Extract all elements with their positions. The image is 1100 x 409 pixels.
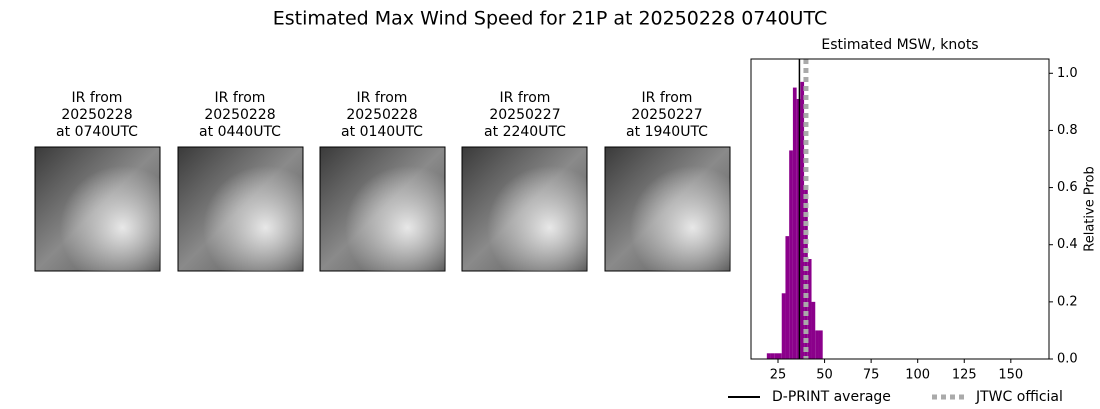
bar (774, 353, 779, 359)
panel-title: at 0140UTC (341, 124, 423, 140)
panel-title: 20250228 (204, 107, 275, 123)
panel-title: 20250228 (346, 107, 417, 123)
bar (796, 99, 801, 359)
y-tick-label: 0.8 (1057, 123, 1078, 138)
legend-label: JTWC official (975, 389, 1063, 405)
chart-title: Estimated MSW, knots (821, 37, 978, 53)
legend-label: D-PRINT average (772, 389, 891, 405)
bar (778, 353, 782, 359)
bar (770, 353, 775, 359)
panel-title: at 0740UTC (56, 124, 138, 140)
ir-image (461, 146, 588, 272)
bar (789, 150, 793, 359)
ir-image (604, 146, 731, 272)
y-axis-label: Relative Prob (1083, 166, 1098, 251)
x-tick-label: 125 (952, 368, 977, 383)
y-tick-label: 0.6 (1057, 180, 1078, 195)
panel-title: IR from (642, 90, 693, 106)
panel-title: at 1940UTC (626, 124, 708, 140)
bar (792, 87, 797, 360)
panel-title: at 0440UTC (199, 124, 281, 140)
bar (815, 330, 819, 359)
panel-title: IR from (215, 90, 266, 106)
panel-title: 20250227 (489, 107, 560, 123)
ir-image (319, 146, 446, 272)
panel-title: at 2240UTC (484, 124, 566, 140)
figure-title: Estimated Max Wind Speed for 21P at 2025… (273, 8, 827, 30)
axes-frame (750, 58, 1050, 360)
bar (800, 81, 805, 359)
y-tick-label: 1.0 (1057, 66, 1078, 81)
bar (811, 301, 816, 359)
x-tick-label: 75 (863, 368, 880, 383)
y-tick-label: 0.4 (1057, 237, 1078, 252)
bar (804, 187, 808, 359)
ir-image (34, 146, 161, 272)
x-tick-label: 50 (816, 368, 833, 383)
x-tick-label: 150 (998, 368, 1023, 383)
bar (766, 353, 771, 359)
ir-image (177, 146, 304, 272)
panel-title: IR from (500, 90, 551, 106)
bar (781, 293, 786, 359)
bar (785, 236, 790, 359)
panel-title: IR from (72, 90, 123, 106)
bar (807, 259, 812, 359)
bar (818, 330, 823, 359)
y-tick-label: 0.0 (1057, 352, 1078, 367)
x-tick-label: 25 (770, 368, 787, 383)
y-tick-label: 0.2 (1057, 294, 1078, 309)
panel-title: 20250227 (631, 107, 702, 123)
panel-title: IR from (357, 90, 408, 106)
x-tick-label: 100 (905, 368, 930, 383)
ir-images (34, 146, 731, 272)
panel-title: 20250228 (61, 107, 132, 123)
